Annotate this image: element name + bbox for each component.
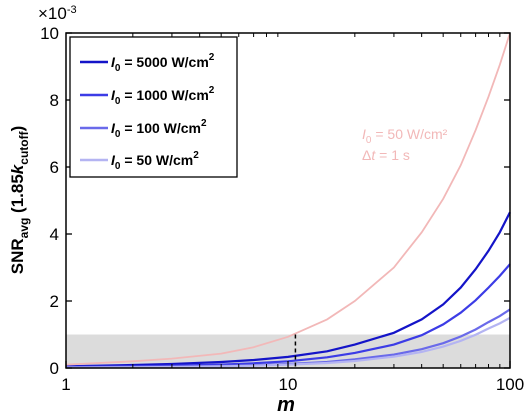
legend-label-100: I0 = 100 W/cm2: [111, 118, 207, 140]
series-line-3: [65, 316, 511, 369]
series-line-1: [65, 263, 511, 369]
legend: I0 = 5000 W/cm2 I0 = 1000 W/cm2 I0 = 100…: [69, 36, 238, 178]
x-tick-label: 100: [496, 375, 524, 394]
legend-box: [69, 36, 238, 178]
pink-curve-annotation-line1: I0 = 50 W/cm²: [362, 126, 448, 146]
x-tick-label: 10: [279, 375, 298, 394]
y-tick-label: 2: [50, 292, 59, 311]
y-tick-label: 6: [50, 158, 59, 177]
x-axis-label: m: [277, 394, 295, 416]
series-line-4: [65, 32, 511, 366]
data-curves: [65, 32, 511, 369]
y-tick-label: 10: [40, 24, 59, 43]
series-line-0: [65, 211, 511, 368]
y-tick-label: 0: [50, 359, 59, 378]
legend-label-50: I0 = 50 W/cm2: [111, 150, 199, 172]
y-tick-label: 8: [50, 91, 59, 110]
y-exponent-label: ×10-3: [38, 4, 77, 23]
y-tick-label: 4: [50, 225, 59, 244]
legend-label-5000: I0 = 5000 W/cm2: [111, 52, 215, 74]
axis-ticks: 0 2 4 6 8 10 1 10 100: [40, 24, 524, 394]
pink-curve-annotation-line2: Δt = 1 s: [362, 147, 410, 163]
y-axis-label: SNRavg (1.85kcutoff): [8, 126, 31, 275]
x-tick-label: 1: [61, 375, 70, 394]
legend-label-1000: I0 = 1000 W/cm2: [111, 85, 215, 107]
